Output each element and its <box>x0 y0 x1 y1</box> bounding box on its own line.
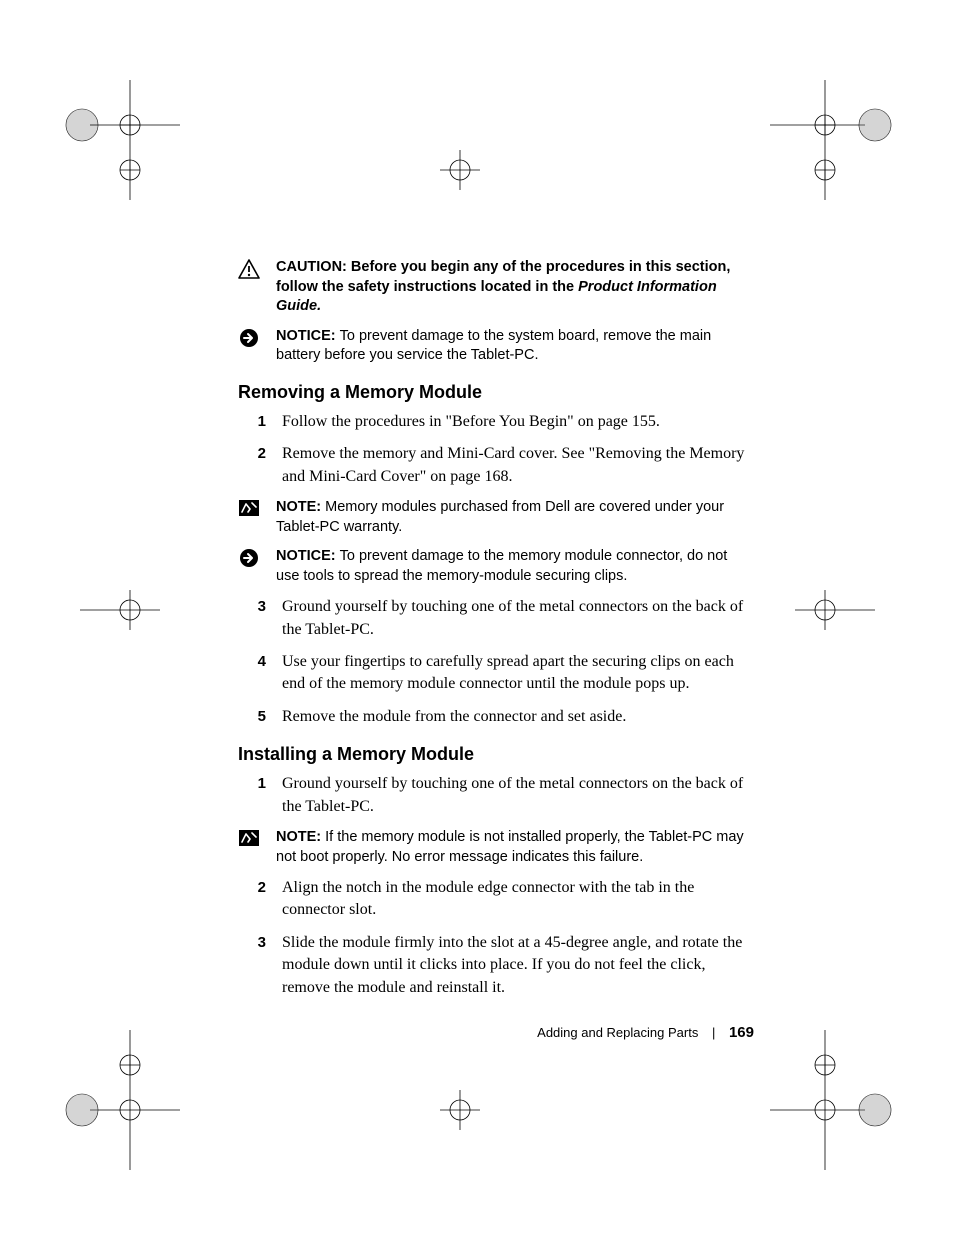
step-item: Slide the module firmly into the slot at… <box>238 932 748 999</box>
crop-mark-top-center <box>430 150 490 190</box>
note-body: If the memory module is not installed pr… <box>276 829 744 865</box>
note-text-2: NOTE: If the memory module is not instal… <box>266 828 748 867</box>
page-content: CAUTION: Before you begin any of the pro… <box>238 258 748 1009</box>
crop-mark-ml <box>80 580 160 640</box>
notice-text-2: NOTICE: To prevent damage to the memory … <box>266 547 748 586</box>
step-item: Remove the memory and Mini-Card cover. S… <box>238 443 748 488</box>
notice-callout-2: NOTICE: To prevent damage to the memory … <box>238 547 748 586</box>
heading-installing: Installing a Memory Module <box>238 744 748 765</box>
step-item: Use your fingertips to carefully spread … <box>238 651 748 696</box>
step-text: Follow the procedures in "Before You Beg… <box>282 411 748 433</box>
step-item: Follow the procedures in "Before You Beg… <box>238 411 748 433</box>
notice-body: To prevent damage to the memory module c… <box>276 548 727 584</box>
step-text: Remove the module from the connector and… <box>282 706 748 728</box>
notice-label: NOTICE: <box>276 548 340 564</box>
step-text: Ground yourself by touching one of the m… <box>282 596 748 641</box>
step-item: Ground yourself by touching one of the m… <box>238 596 748 641</box>
caution-icon <box>238 258 266 279</box>
notice-label: NOTICE: <box>276 328 340 344</box>
footer-page-number: 169 <box>729 1024 754 1041</box>
page: CAUTION: Before you begin any of the pro… <box>0 0 954 1235</box>
crop-mark-br <box>770 1030 910 1170</box>
caution-text: CAUTION: Before you begin any of the pro… <box>266 258 748 317</box>
step-text: Slide the module firmly into the slot at… <box>282 932 748 999</box>
crop-mark-mr <box>795 580 875 640</box>
note-label: NOTE: <box>276 499 325 515</box>
crop-mark-tr <box>770 80 910 200</box>
installing-steps-a: Ground yourself by touching one of the m… <box>238 773 748 818</box>
step-item: Align the notch in the module edge conne… <box>238 877 748 922</box>
step-text: Ground yourself by touching one of the m… <box>282 773 748 818</box>
crop-mark-tl <box>60 80 180 200</box>
crop-mark-bl <box>60 1030 180 1170</box>
notice-callout-1: NOTICE: To prevent damage to the system … <box>238 327 748 366</box>
removing-steps-a: Follow the procedures in "Before You Beg… <box>238 411 748 488</box>
note-body: Memory modules purchased from Dell are c… <box>276 499 724 535</box>
notice-icon <box>238 547 266 568</box>
note-callout-1: NOTE: Memory modules purchased from Dell… <box>238 498 748 537</box>
note-icon <box>238 498 266 517</box>
footer-separator: | <box>712 1025 715 1040</box>
note-callout-2: NOTE: If the memory module is not instal… <box>238 828 748 867</box>
caution-callout: CAUTION: Before you begin any of the pro… <box>238 258 748 317</box>
removing-steps-b: Ground yourself by touching one of the m… <box>238 596 748 728</box>
step-item: Remove the module from the connector and… <box>238 706 748 728</box>
step-text: Align the notch in the module edge conne… <box>282 877 748 922</box>
heading-removing: Removing a Memory Module <box>238 382 748 403</box>
note-label: NOTE: <box>276 829 325 845</box>
step-text: Use your fingertips to carefully spread … <box>282 651 748 696</box>
notice-icon <box>238 327 266 348</box>
note-text-1: NOTE: Memory modules purchased from Dell… <box>266 498 748 537</box>
step-text: Remove the memory and Mini-Card cover. S… <box>282 443 748 488</box>
installing-steps-b: Align the notch in the module edge conne… <box>238 877 748 999</box>
step-item: Ground yourself by touching one of the m… <box>238 773 748 818</box>
crop-mark-bottom-center <box>430 1090 490 1130</box>
caution-label: CAUTION: <box>276 259 351 275</box>
page-footer: Adding and Replacing Parts | 169 <box>537 1024 754 1041</box>
note-icon <box>238 828 266 847</box>
notice-body: To prevent damage to the system board, r… <box>276 328 711 364</box>
footer-section: Adding and Replacing Parts <box>537 1025 698 1040</box>
notice-text-1: NOTICE: To prevent damage to the system … <box>266 327 748 366</box>
